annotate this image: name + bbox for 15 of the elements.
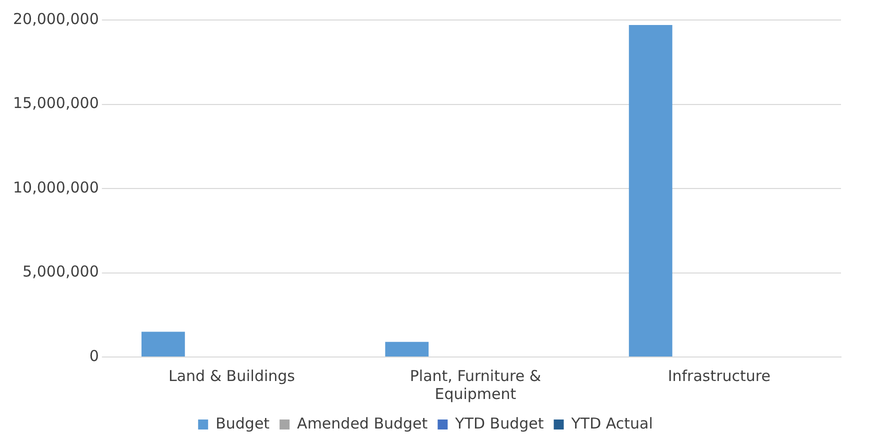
legend-label: Amended Budget [297, 414, 428, 432]
x-tick-label: Infrastructure [668, 366, 770, 385]
bar [385, 342, 429, 356]
y-tick-label: 15,000,000 [12, 94, 99, 112]
x-tick-label: Land & Buildings [168, 366, 296, 385]
y-tick-label: 10,000,000 [12, 178, 99, 196]
x-tick-label: Plant, Furniture & Equipment [410, 366, 542, 403]
legend-label: YTD Actual [570, 414, 653, 432]
legend-label: Budget [216, 414, 270, 432]
y-tick-label: 5,000,000 [22, 262, 99, 281]
y-tick-label: 20,000,000 [12, 10, 99, 28]
y-tick-label: 0 [89, 346, 99, 365]
legend-label: YTD Budget [454, 414, 544, 432]
bar [141, 332, 185, 356]
bar [628, 25, 672, 356]
